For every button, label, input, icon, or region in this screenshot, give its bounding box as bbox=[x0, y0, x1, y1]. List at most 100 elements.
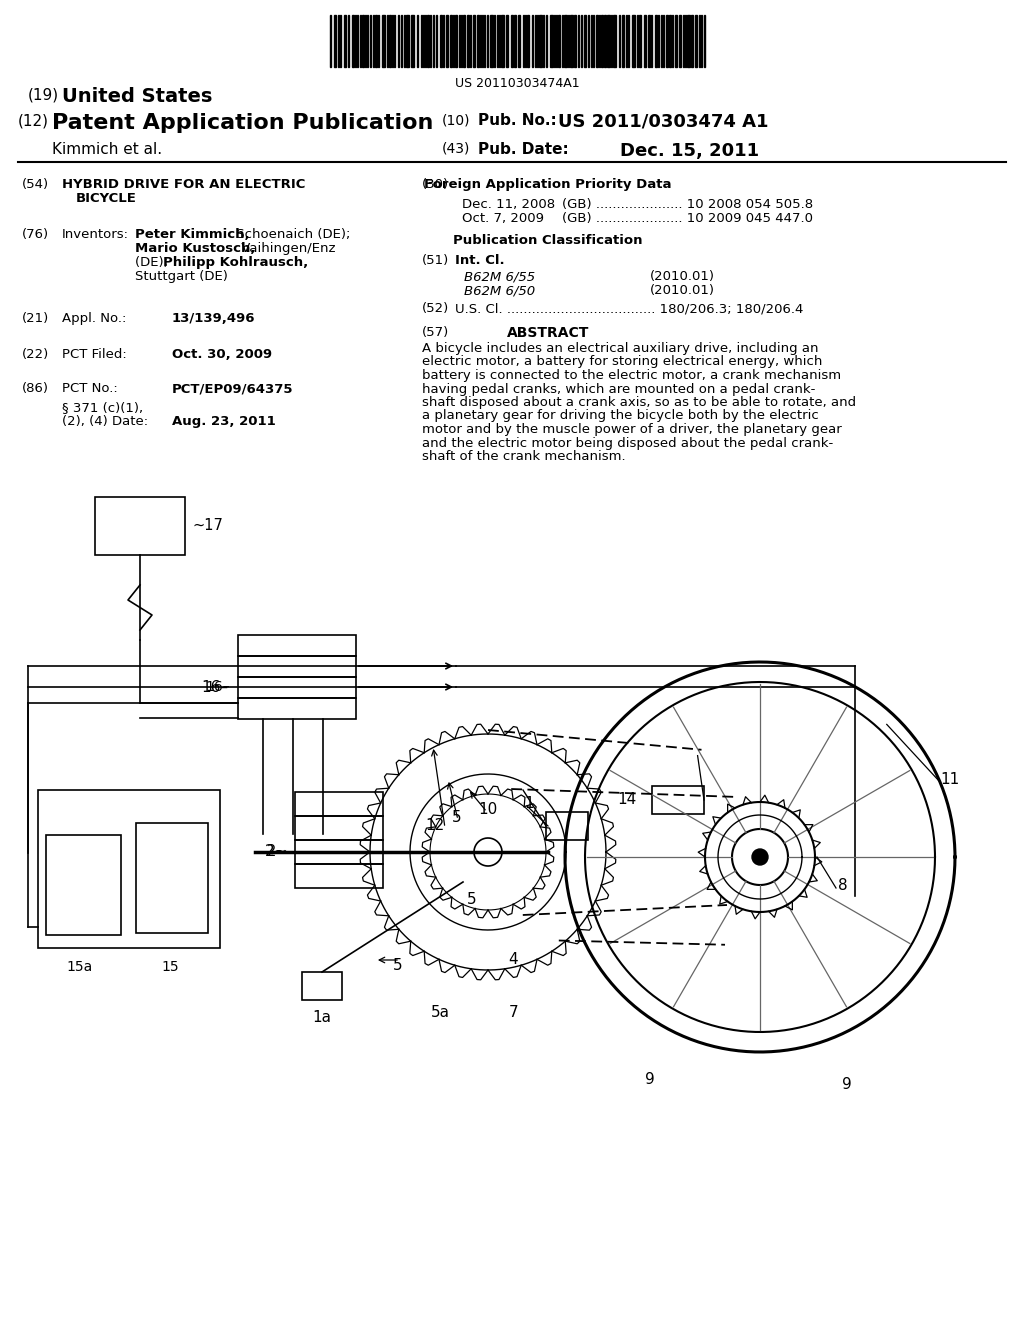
Text: shaft disposed about a crank axis, so as to be able to rotate, and: shaft disposed about a crank axis, so as… bbox=[422, 396, 856, 409]
Bar bbox=[604, 15, 606, 67]
Bar bbox=[463, 15, 465, 67]
Text: Publication Classification: Publication Classification bbox=[454, 234, 643, 247]
Bar bbox=[344, 15, 346, 67]
Text: (10): (10) bbox=[442, 114, 470, 127]
Text: Oct. 30, 2009: Oct. 30, 2009 bbox=[172, 348, 272, 360]
Bar bbox=[511, 15, 513, 67]
Bar bbox=[644, 15, 646, 67]
Bar bbox=[95, 498, 185, 554]
Text: electric motor, a battery for storing electrical energy, which: electric motor, a battery for storing el… bbox=[422, 355, 822, 368]
Text: ~17: ~17 bbox=[193, 519, 224, 533]
Text: Pub. Date:: Pub. Date: bbox=[478, 143, 568, 157]
Text: Oct. 7, 2009: Oct. 7, 2009 bbox=[462, 213, 544, 224]
Bar bbox=[648, 15, 650, 67]
Text: 1: 1 bbox=[524, 796, 534, 812]
Text: HYBRID DRIVE FOR AN ELECTRIC: HYBRID DRIVE FOR AN ELECTRIC bbox=[62, 178, 305, 191]
Text: 15a: 15a bbox=[67, 960, 93, 974]
Text: (GB) ..................... 10 2009 045 447.0: (GB) ..................... 10 2009 045 4… bbox=[562, 213, 813, 224]
Bar bbox=[440, 15, 442, 67]
Text: Pub. No.:: Pub. No.: bbox=[478, 114, 557, 128]
Text: 2~: 2~ bbox=[264, 845, 287, 859]
Bar bbox=[450, 15, 452, 67]
Text: B62M 6/55: B62M 6/55 bbox=[464, 271, 536, 282]
Bar bbox=[295, 816, 383, 840]
Bar bbox=[527, 15, 529, 67]
Text: Mario Kustosch,: Mario Kustosch, bbox=[135, 242, 256, 255]
Text: 2~: 2~ bbox=[267, 845, 289, 859]
Text: 9: 9 bbox=[842, 1077, 852, 1092]
Bar bbox=[352, 15, 354, 67]
Text: BICYCLE: BICYCLE bbox=[76, 191, 137, 205]
Bar bbox=[302, 972, 342, 1001]
Text: PCT Filed:: PCT Filed: bbox=[62, 348, 127, 360]
Text: 8: 8 bbox=[838, 879, 848, 894]
Text: 16–: 16– bbox=[201, 680, 228, 694]
Text: (30): (30) bbox=[422, 178, 450, 191]
Text: (19): (19) bbox=[28, 87, 59, 102]
Bar bbox=[490, 15, 493, 67]
Bar bbox=[546, 812, 588, 840]
Bar bbox=[411, 15, 414, 67]
Bar bbox=[695, 15, 697, 67]
Bar bbox=[539, 15, 542, 67]
Bar bbox=[558, 15, 560, 67]
Text: PCT/EP09/64375: PCT/EP09/64375 bbox=[172, 381, 294, 395]
Text: (2010.01): (2010.01) bbox=[650, 284, 715, 297]
Text: 4: 4 bbox=[508, 953, 517, 968]
Bar bbox=[427, 15, 429, 67]
Text: (DE);: (DE); bbox=[135, 256, 172, 269]
Bar bbox=[501, 15, 504, 67]
Bar bbox=[518, 15, 520, 67]
Bar bbox=[687, 15, 690, 67]
Text: (76): (76) bbox=[22, 228, 49, 242]
Bar bbox=[455, 15, 457, 67]
Text: Dec. 15, 2011: Dec. 15, 2011 bbox=[620, 143, 759, 160]
Text: a planetary gear for driving the bicycle both by the electric: a planetary gear for driving the bicycle… bbox=[422, 409, 819, 422]
Text: battery is connected to the electric motor, a crank mechanism: battery is connected to the electric mot… bbox=[422, 370, 841, 381]
Bar bbox=[613, 15, 616, 67]
Text: Int. Cl.: Int. Cl. bbox=[455, 253, 505, 267]
Bar bbox=[389, 15, 391, 67]
Bar bbox=[574, 15, 575, 67]
Text: A bicycle includes an electrical auxiliary drive, including an: A bicycle includes an electrical auxilia… bbox=[422, 342, 818, 355]
Bar bbox=[564, 15, 567, 67]
Bar bbox=[334, 15, 336, 67]
Bar bbox=[467, 15, 469, 67]
Bar bbox=[238, 635, 356, 656]
Bar bbox=[691, 15, 693, 67]
Circle shape bbox=[752, 849, 768, 865]
Bar bbox=[506, 15, 508, 67]
Text: motor and by the muscle power of a driver, the planetary gear: motor and by the muscle power of a drive… bbox=[422, 422, 842, 436]
Text: § 371 (c)(1),: § 371 (c)(1), bbox=[62, 401, 143, 414]
Bar bbox=[382, 15, 385, 67]
Text: and the electric motor being disposed about the pedal crank-: and the electric motor being disposed ab… bbox=[422, 437, 834, 450]
Bar bbox=[514, 15, 516, 67]
Text: 5a: 5a bbox=[430, 1005, 450, 1020]
Bar bbox=[622, 15, 624, 67]
Bar bbox=[639, 15, 641, 67]
Text: having pedal cranks, which are mounted on a pedal crank-: having pedal cranks, which are mounted o… bbox=[422, 383, 815, 396]
Bar bbox=[295, 865, 383, 888]
Text: Vaihingen/Enz: Vaihingen/Enz bbox=[237, 242, 336, 255]
Bar bbox=[655, 15, 657, 67]
Text: US 20110303474A1: US 20110303474A1 bbox=[455, 77, 580, 90]
Text: Stuttgart (DE): Stuttgart (DE) bbox=[135, 271, 228, 282]
Bar bbox=[570, 15, 573, 67]
Text: (GB) ..................... 10 2008 054 505.8: (GB) ..................... 10 2008 054 5… bbox=[562, 198, 813, 211]
Bar bbox=[632, 15, 635, 67]
Text: (43): (43) bbox=[442, 143, 470, 156]
Text: 11: 11 bbox=[940, 772, 959, 788]
Text: (86): (86) bbox=[22, 381, 49, 395]
Text: 12: 12 bbox=[425, 818, 444, 833]
Text: 9: 9 bbox=[645, 1072, 655, 1086]
Bar bbox=[238, 677, 356, 698]
Bar bbox=[446, 15, 449, 67]
Text: (51): (51) bbox=[422, 253, 450, 267]
Text: US 2011/0303474 A1: US 2011/0303474 A1 bbox=[558, 114, 768, 131]
Text: 5: 5 bbox=[393, 958, 402, 974]
Bar bbox=[550, 15, 553, 67]
Text: Philipp Kohlrausch,: Philipp Kohlrausch, bbox=[163, 256, 308, 269]
Text: (54): (54) bbox=[22, 178, 49, 191]
Text: (2010.01): (2010.01) bbox=[650, 271, 715, 282]
Text: 15: 15 bbox=[161, 960, 179, 974]
